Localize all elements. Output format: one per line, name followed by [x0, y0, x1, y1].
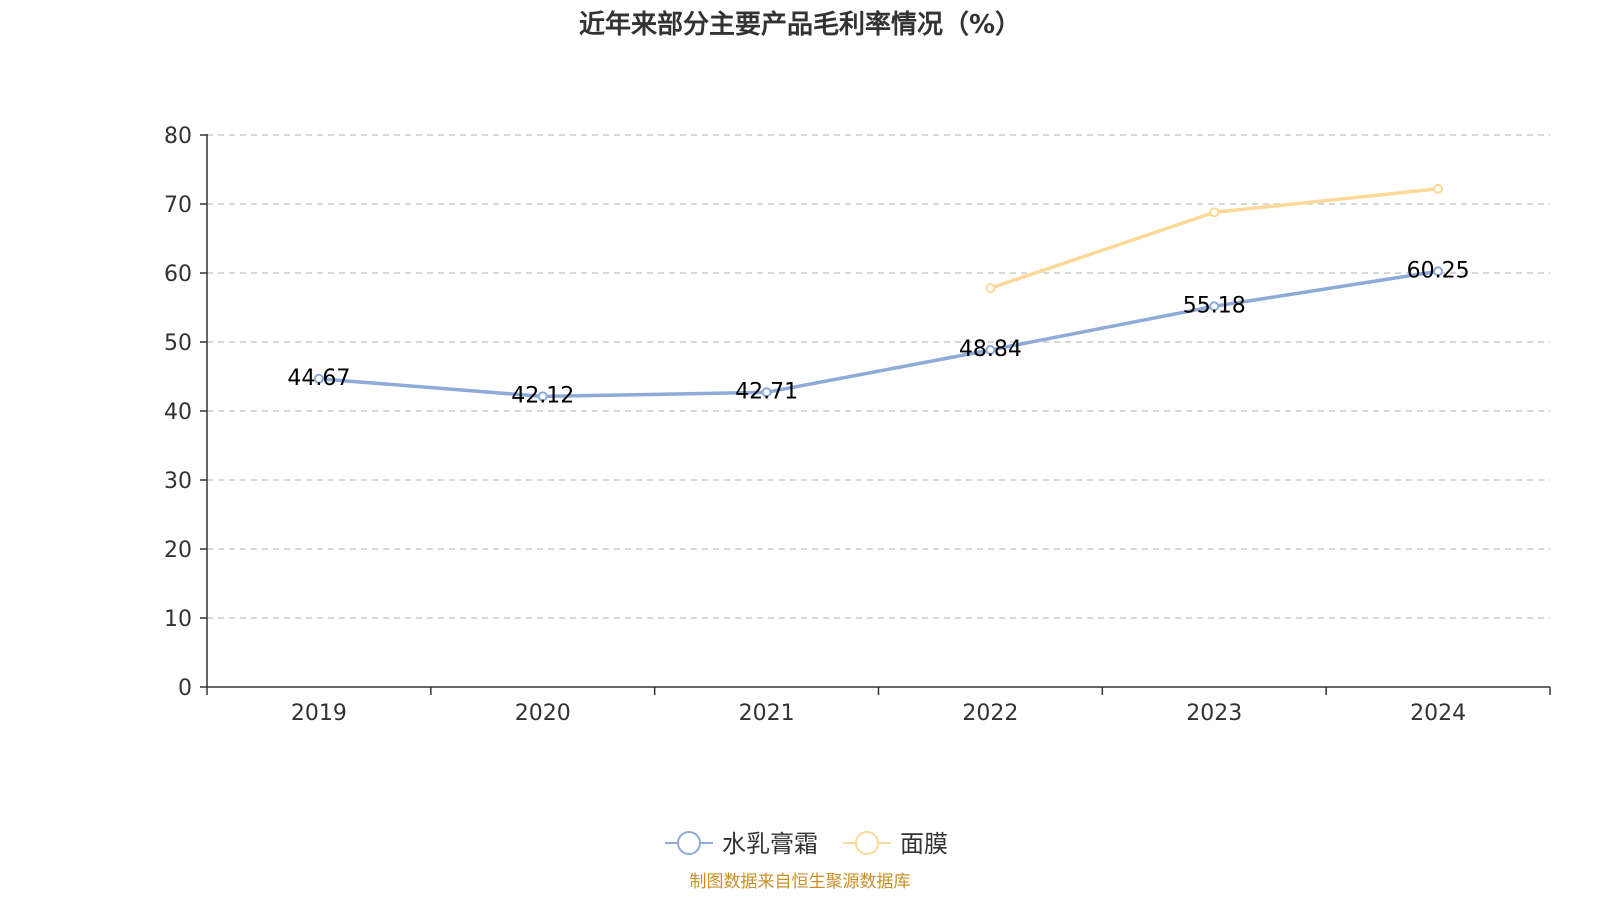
- data-point: [1433, 266, 1444, 277]
- data-label: 48.84: [959, 337, 1022, 362]
- data-point: [761, 387, 772, 398]
- source-note: 制图数据来自恒生聚源数据库: [690, 872, 911, 892]
- legend[interactable]: 水乳膏霜 面膜: [665, 830, 948, 858]
- x-tick-label: 2020: [515, 701, 571, 726]
- x-tick-label: 2024: [1410, 701, 1466, 726]
- data-point: [985, 345, 996, 356]
- y-tick-label: 80: [164, 124, 192, 149]
- y-tick-label: 40: [164, 400, 192, 425]
- y-tick-label: 30: [164, 469, 192, 494]
- legend-marker-icon: [855, 831, 879, 855]
- data-label: 55.18: [1183, 293, 1246, 318]
- y-tick-label: 10: [164, 607, 192, 632]
- data-point: [1209, 301, 1220, 312]
- chart-title: 近年来部分主要产品毛利率情况（%）: [579, 9, 1021, 40]
- y-tick-label: 20: [164, 538, 192, 563]
- legend-marker-icon: [677, 831, 701, 855]
- data-label: 42.12: [511, 383, 574, 408]
- axes: 0 10 20 30 40 50 60 70 80 2019 2020 2021 2022 2023 202…: [164, 124, 1551, 726]
- x-tick-label: 2019: [291, 701, 347, 726]
- x-tick-label: 2023: [1186, 701, 1242, 726]
- y-tick-label: 0: [178, 676, 192, 701]
- data-point: [313, 373, 324, 384]
- series-group: [313, 183, 1444, 402]
- series-line-0: [317, 269, 1440, 399]
- data-label: 60.25: [1407, 258, 1470, 283]
- data-labels: 44.67 42.12 42.71 48.84 55.18 60.25: [287, 258, 1469, 408]
- data-label: 42.71: [735, 379, 798, 404]
- data-point: [537, 391, 548, 402]
- y-tick-label: 60: [164, 262, 192, 287]
- y-tick-label: 50: [164, 331, 192, 356]
- x-tick-label: 2022: [962, 701, 1018, 726]
- data-point: [1433, 183, 1444, 194]
- legend-item-label: 面膜: [900, 830, 948, 858]
- data-label: 44.67: [287, 366, 350, 391]
- x-tick-label: 2021: [739, 701, 795, 726]
- legend-item-label: 水乳膏霜: [722, 830, 818, 858]
- y-tick-label: 70: [164, 193, 192, 218]
- gridlines: [207, 134, 1550, 619]
- data-point: [985, 283, 996, 294]
- data-point: [1209, 207, 1220, 218]
